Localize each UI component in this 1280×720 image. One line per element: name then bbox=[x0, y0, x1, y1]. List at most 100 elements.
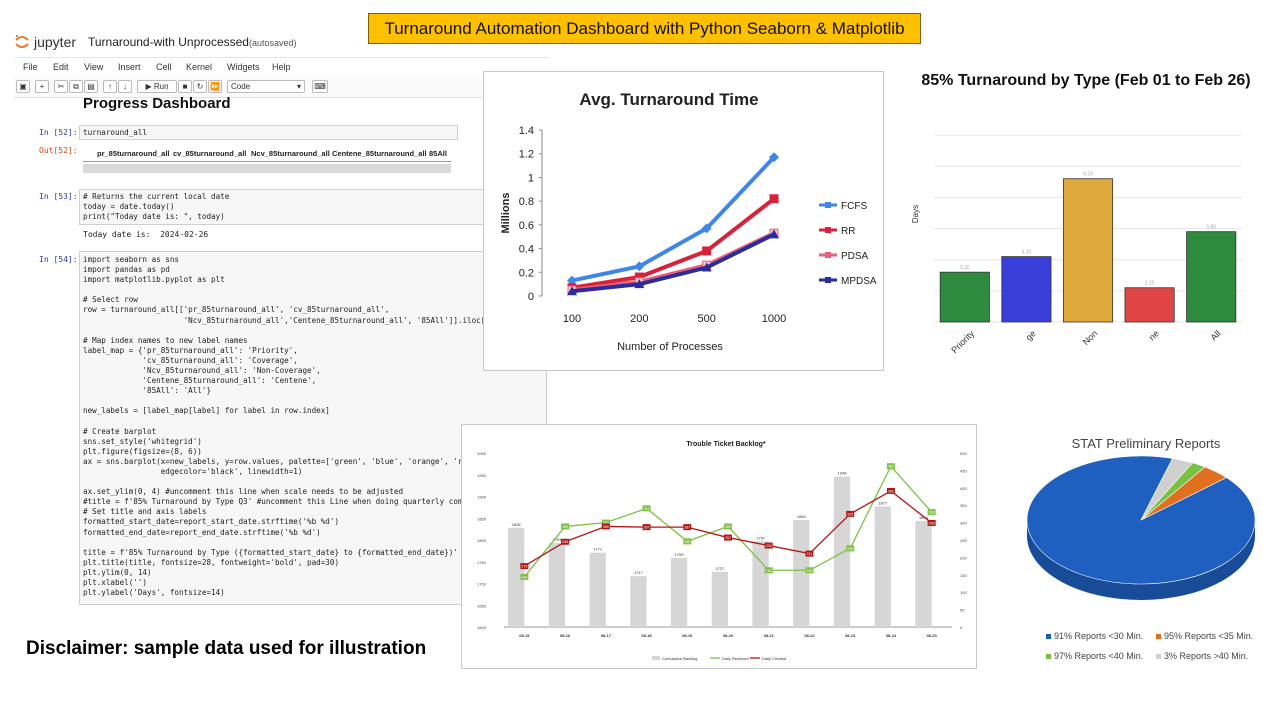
y-left-tick-label: 1800 bbox=[477, 538, 487, 543]
menu-cell[interactable]: Cell bbox=[156, 62, 172, 72]
x-tick-label: 08-17 bbox=[601, 633, 612, 638]
data-label: 341 bbox=[644, 507, 650, 511]
chart-title: STAT Preliminary Reports bbox=[1072, 436, 1221, 451]
cut-icon[interactable]: ✂ bbox=[54, 80, 68, 93]
y-tick-label: 1.2 bbox=[519, 149, 534, 161]
y-right-tick-label: 300 bbox=[960, 521, 967, 526]
menu-help[interactable]: Help bbox=[272, 62, 291, 72]
y-left-tick-label: 1850 bbox=[477, 516, 487, 521]
line-chart-svg: Avg. Turnaround Time 0 0.2 0.4 0.6 0.8 1 1.2 1.4… bbox=[500, 90, 877, 353]
add-cell-icon[interactable]: + bbox=[35, 80, 49, 93]
df-column-header: pr_85turnaround_all bbox=[97, 149, 170, 158]
keyboard-icon[interactable]: ⌨ bbox=[312, 80, 328, 93]
x-tick-label: 08-15 bbox=[519, 633, 530, 638]
y-right-tick-label: 250 bbox=[960, 538, 967, 543]
data-label-box bbox=[683, 538, 692, 545]
data-label-box bbox=[927, 509, 936, 516]
jupyter-brand: jupyter bbox=[34, 34, 77, 50]
chart-title: 85% Turnaround by Type (Feb 01 to Feb 26… bbox=[921, 72, 1250, 89]
stop-icon[interactable]: ■ bbox=[178, 80, 192, 93]
data-label-box bbox=[561, 538, 570, 545]
series-line-mpdsa bbox=[571, 232, 775, 294]
move-down-icon[interactable]: ↓ bbox=[118, 80, 132, 93]
fast-forward-icon[interactable]: ⏩ bbox=[208, 80, 222, 93]
legend-swatch bbox=[1156, 634, 1161, 639]
cell-type-select[interactable]: Code ▾ bbox=[227, 80, 305, 93]
run-button[interactable]: ▶ Run bbox=[137, 80, 177, 93]
stat-reports-chart: STAT Preliminary Reports 91% Reports <30 … bbox=[1022, 428, 1270, 670]
x-tick-label: 100 bbox=[563, 313, 581, 325]
data-label: 391 bbox=[888, 489, 894, 493]
y-right-tick-label: 0 bbox=[960, 625, 963, 630]
y-tick-label: 1 bbox=[528, 172, 534, 184]
jupyter-logo-icon bbox=[15, 35, 29, 48]
data-label: 144 bbox=[521, 575, 527, 579]
bar-value-label: 1759 bbox=[675, 552, 685, 557]
data-label-box bbox=[561, 523, 570, 530]
y-right-tick-label: 150 bbox=[960, 573, 967, 578]
code-cell[interactable]: turnaround_all bbox=[79, 125, 458, 140]
backlog-bar bbox=[874, 506, 891, 627]
save-icon[interactable]: ▣ bbox=[16, 80, 30, 93]
y-left-tick-label: 1900 bbox=[477, 495, 487, 500]
x-tick-label: 08-24 bbox=[886, 633, 897, 638]
code-cell[interactable]: # Returns the current local date today =… bbox=[79, 189, 547, 225]
cell-prompt: In [53]: bbox=[39, 192, 78, 201]
cell-code: turnaround_all bbox=[83, 128, 148, 137]
disclaimer-text: Disclaimer: sample data used for illustr… bbox=[26, 638, 427, 659]
bar-value-label: 1877 bbox=[878, 501, 888, 506]
legend-marker bbox=[825, 202, 831, 208]
copy-icon[interactable]: ⧉ bbox=[69, 80, 83, 93]
data-label: 299 bbox=[929, 521, 935, 525]
pie-slice bbox=[1140, 458, 1194, 521]
df-column-header: 85All bbox=[429, 149, 447, 158]
bar-value-label: 2.20 bbox=[1145, 281, 1155, 287]
chart-title: Trouble Ticket Backlog* bbox=[686, 441, 766, 448]
menu-insert[interactable]: Insert bbox=[118, 62, 141, 72]
backlog-chart-svg: Trouble Ticket Backlog*16001650170017501… bbox=[477, 441, 967, 661]
bar bbox=[1124, 287, 1175, 323]
legend-label: 3% Reports >40 Min. bbox=[1164, 651, 1248, 661]
backlog-bar bbox=[508, 527, 525, 627]
notebook-title[interactable]: Turnaround-with Unprocessed bbox=[88, 35, 249, 49]
bar-value-label: 1846 bbox=[797, 514, 807, 519]
x-tick-label: ne bbox=[1147, 328, 1161, 342]
data-label-box bbox=[764, 542, 773, 549]
cell-prompt: In [52]: bbox=[39, 128, 78, 137]
bar-value-label: 3.20 bbox=[960, 265, 970, 271]
legend-label: 97% Reports <40 Min. bbox=[1054, 651, 1143, 661]
y-right-tick-label: 450 bbox=[960, 468, 967, 473]
data-label: 289 bbox=[725, 525, 731, 529]
data-label: 163 bbox=[806, 569, 812, 573]
data-point bbox=[701, 262, 712, 272]
menu-view[interactable]: View bbox=[84, 62, 104, 72]
x-tick-label: Non bbox=[1081, 328, 1100, 347]
backlog-bar bbox=[915, 520, 932, 627]
legend-swatch bbox=[1156, 654, 1161, 659]
data-label: 287 bbox=[684, 526, 690, 530]
legend-label: PDSA bbox=[841, 251, 869, 262]
x-tick-label: 1000 bbox=[762, 313, 786, 325]
data-label-box bbox=[601, 519, 610, 526]
menu-file[interactable]: File bbox=[23, 62, 38, 72]
data-point bbox=[567, 275, 577, 286]
jupyter-menu-bar: File Edit View Insert Cell Kernel Widget… bbox=[14, 57, 549, 76]
move-up-icon[interactable]: ↑ bbox=[103, 80, 117, 93]
pie-chart-svg: STAT Preliminary Reports 91% Reports <30 … bbox=[1026, 436, 1256, 661]
data-label-box bbox=[846, 545, 855, 552]
jupyter-header: jupyter Turnaround-with Unprocessed (aut… bbox=[14, 30, 544, 56]
menu-kernel[interactable]: Kernel bbox=[186, 62, 213, 72]
chevron-down-icon: ▾ bbox=[296, 82, 301, 91]
y-tick-label: 0.4 bbox=[519, 244, 534, 256]
menu-edit[interactable]: Edit bbox=[53, 62, 69, 72]
menu-widgets[interactable]: Widgets bbox=[227, 62, 260, 72]
legend-label: MPDSA bbox=[841, 276, 877, 287]
data-label: 325 bbox=[847, 512, 853, 516]
restart-icon[interactable]: ↻ bbox=[193, 80, 207, 93]
autosave-status: (autosaved) bbox=[249, 38, 297, 48]
df-column-header: cv_85turnaround_all bbox=[173, 149, 247, 158]
data-label: 462 bbox=[888, 465, 894, 469]
paste-icon[interactable]: ▤ bbox=[84, 80, 98, 93]
x-tick-label: 08-25 bbox=[927, 633, 938, 638]
y-left-tick-label: 2000 bbox=[477, 451, 487, 456]
